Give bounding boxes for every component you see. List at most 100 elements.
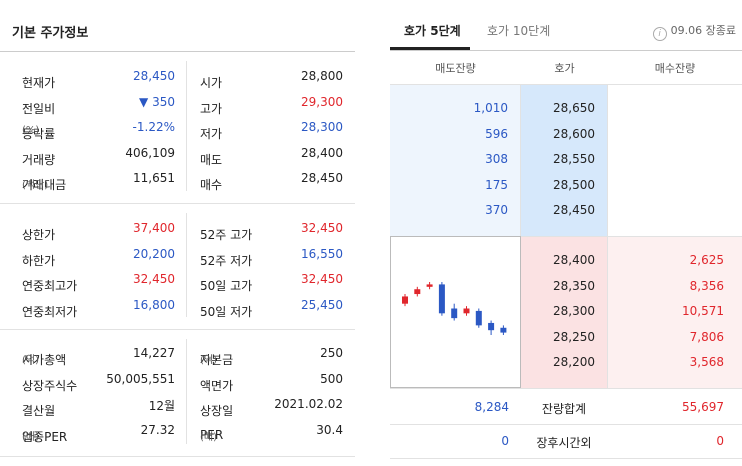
basic-price-info-panel: 기본 주가정보 현재가 28,450 시가 28,800 전일비 ▼ 350 고가 29,30… bbox=[0, 0, 355, 466]
bid-volume: 3,568 bbox=[689, 355, 724, 369]
info-value-2: 250 bbox=[320, 346, 343, 360]
info-label-text: 시가총액 bbox=[22, 353, 67, 367]
market-status: i 09.06 장종료 bbox=[652, 22, 736, 41]
info-row: 상장주식수 50,005,551 액면가 500 bbox=[0, 367, 355, 393]
info-value: 28,450 bbox=[133, 69, 175, 83]
basic-info-col-divider-1 bbox=[186, 61, 187, 191]
candle-body bbox=[500, 327, 507, 333]
basic-info-title: 기본 주가정보 bbox=[12, 26, 89, 41]
info-label-text: 연중최고가 bbox=[22, 279, 78, 293]
info-value: 16,800 bbox=[133, 297, 175, 312]
bid-price[interactable]: 28,400 bbox=[553, 253, 595, 267]
summary-row-divider bbox=[390, 424, 742, 425]
summary-sell: 8,284 bbox=[474, 400, 509, 414]
basic-info-divider-2 bbox=[0, 329, 355, 330]
info-label-2-text: 자본금 bbox=[200, 353, 234, 367]
header-divider bbox=[390, 84, 742, 85]
info-label-text: 연중최저가 bbox=[22, 304, 78, 319]
ask-bid-divider bbox=[390, 236, 742, 237]
info-value: 406,109 bbox=[125, 145, 175, 160]
info-value: -1.22% bbox=[132, 120, 175, 134]
info-value: 32,450 bbox=[133, 272, 175, 286]
summary-sell: 0 bbox=[501, 434, 509, 448]
summary-row: 8,284 잔량합계 55,697 bbox=[390, 392, 742, 422]
ask-price[interactable]: 28,450 bbox=[553, 203, 595, 217]
ask-price[interactable]: 28,600 bbox=[553, 126, 595, 141]
info-icon[interactable]: i bbox=[652, 27, 667, 41]
bid-volume: 2,625 bbox=[689, 253, 724, 267]
info-label-2-text: 저가 bbox=[200, 127, 223, 141]
info-value: 37,400 bbox=[133, 221, 175, 235]
candle-body bbox=[463, 308, 470, 314]
info-label-2-text: PER bbox=[200, 427, 224, 442]
info-value-2: 30.4 bbox=[316, 422, 343, 437]
info-row: 상한가 37,400 52주 고가 32,450 bbox=[0, 216, 355, 242]
info-row: 결산월 12월 상장일 2021.02.02 bbox=[0, 392, 355, 418]
info-value-2: 28,800 bbox=[301, 69, 343, 83]
candle-body bbox=[475, 310, 482, 326]
info-label-2-text: 시가 bbox=[200, 76, 223, 90]
info-value: 20,200 bbox=[133, 246, 175, 261]
info-label-text: 전일비 bbox=[22, 101, 56, 116]
bid-volume-area bbox=[608, 237, 742, 388]
bid-price[interactable]: 28,300 bbox=[553, 304, 595, 318]
info-value-2: 32,450 bbox=[301, 221, 343, 235]
candle-body bbox=[451, 308, 458, 319]
info-value: 12월 bbox=[148, 399, 175, 413]
summary-label: 잔량합계 bbox=[541, 402, 587, 416]
basic-info-title-divider bbox=[0, 51, 355, 52]
ask-price[interactable]: 28,550 bbox=[553, 152, 595, 166]
info-row: 거래량 406,109 매도 28,400 bbox=[0, 141, 355, 167]
ask-price-area bbox=[521, 85, 607, 236]
info-label-text: 업종PER bbox=[22, 429, 68, 444]
info-value: 50,005,551 bbox=[106, 371, 175, 386]
info-label-text: 거래대금 bbox=[22, 178, 67, 192]
basic-info-col-divider-3 bbox=[186, 339, 187, 444]
candle-body bbox=[402, 296, 408, 304]
info-label-text: 하한가 bbox=[22, 253, 56, 268]
header-price: 호가 bbox=[554, 62, 575, 75]
tabs-divider bbox=[390, 50, 742, 51]
bid-price[interactable]: 28,350 bbox=[553, 278, 595, 293]
info-label-2-text: 액면가 bbox=[200, 378, 234, 393]
info-label-unit: (백만) bbox=[22, 180, 49, 191]
info-value-2: 28,300 bbox=[301, 120, 343, 134]
mini-candle-chart-svg bbox=[402, 282, 507, 335]
info-label-unit: (억) bbox=[22, 355, 40, 366]
info-value-2: 500 bbox=[320, 371, 343, 386]
info-label-text: 결산월 bbox=[22, 404, 56, 418]
tab-orderbook-5[interactable]: 호가 5단계 bbox=[404, 24, 461, 38]
bid-price-area bbox=[521, 237, 607, 388]
ask-volume: 308 bbox=[485, 152, 508, 166]
info-row: 등락률 (%) -1.22% 저가 28,300 bbox=[0, 115, 355, 141]
tab-orderbook-10[interactable]: 호가 10단계 bbox=[487, 24, 551, 38]
candle-body bbox=[488, 322, 495, 331]
basic-info-divider-1 bbox=[0, 203, 355, 204]
info-value-2: 32,450 bbox=[301, 272, 343, 286]
info-label-text: 등락률 bbox=[22, 127, 56, 141]
candle-body bbox=[426, 284, 433, 287]
ask-volume: 370 bbox=[485, 203, 508, 217]
bid-volume: 8,356 bbox=[689, 278, 724, 293]
info-label-text: 거래량 bbox=[22, 152, 56, 167]
info-value-2: 25,450 bbox=[301, 297, 343, 312]
summary-row-divider bbox=[390, 458, 742, 459]
info-row: 하한가 20,200 52주 저가 16,550 bbox=[0, 242, 355, 268]
info-label-2-text: 50일 고가 bbox=[200, 279, 253, 293]
ask-volume: 596 bbox=[485, 126, 508, 141]
orderbook-panel: 호가 5단계 호가 10단계 i 09.06 장종료 매도잔량 호가 매수잔량 1… bbox=[390, 0, 742, 466]
mini-candle-chart bbox=[390, 236, 521, 388]
ask-price[interactable]: 28,500 bbox=[553, 177, 595, 192]
info-row: 연중최저가 16,800 50일 저가 25,450 bbox=[0, 293, 355, 319]
bid-price[interactable]: 28,250 bbox=[553, 329, 595, 344]
info-value-2: 28,400 bbox=[301, 145, 343, 160]
ask-volume: 175 bbox=[485, 177, 508, 192]
info-row: 시가총액 (억) 14,227 자본금 (억) 250 bbox=[0, 341, 355, 367]
info-row: 현재가 28,450 시가 28,800 bbox=[0, 64, 355, 90]
info-label-2-text: 50일 저가 bbox=[200, 304, 253, 319]
bid-price[interactable]: 28,200 bbox=[553, 355, 595, 369]
ask-price[interactable]: 28,650 bbox=[553, 101, 595, 115]
info-value-2: 2021.02.02 bbox=[274, 397, 343, 411]
info-label-unit: (%) bbox=[22, 125, 40, 136]
ask-volume-area bbox=[390, 85, 520, 236]
